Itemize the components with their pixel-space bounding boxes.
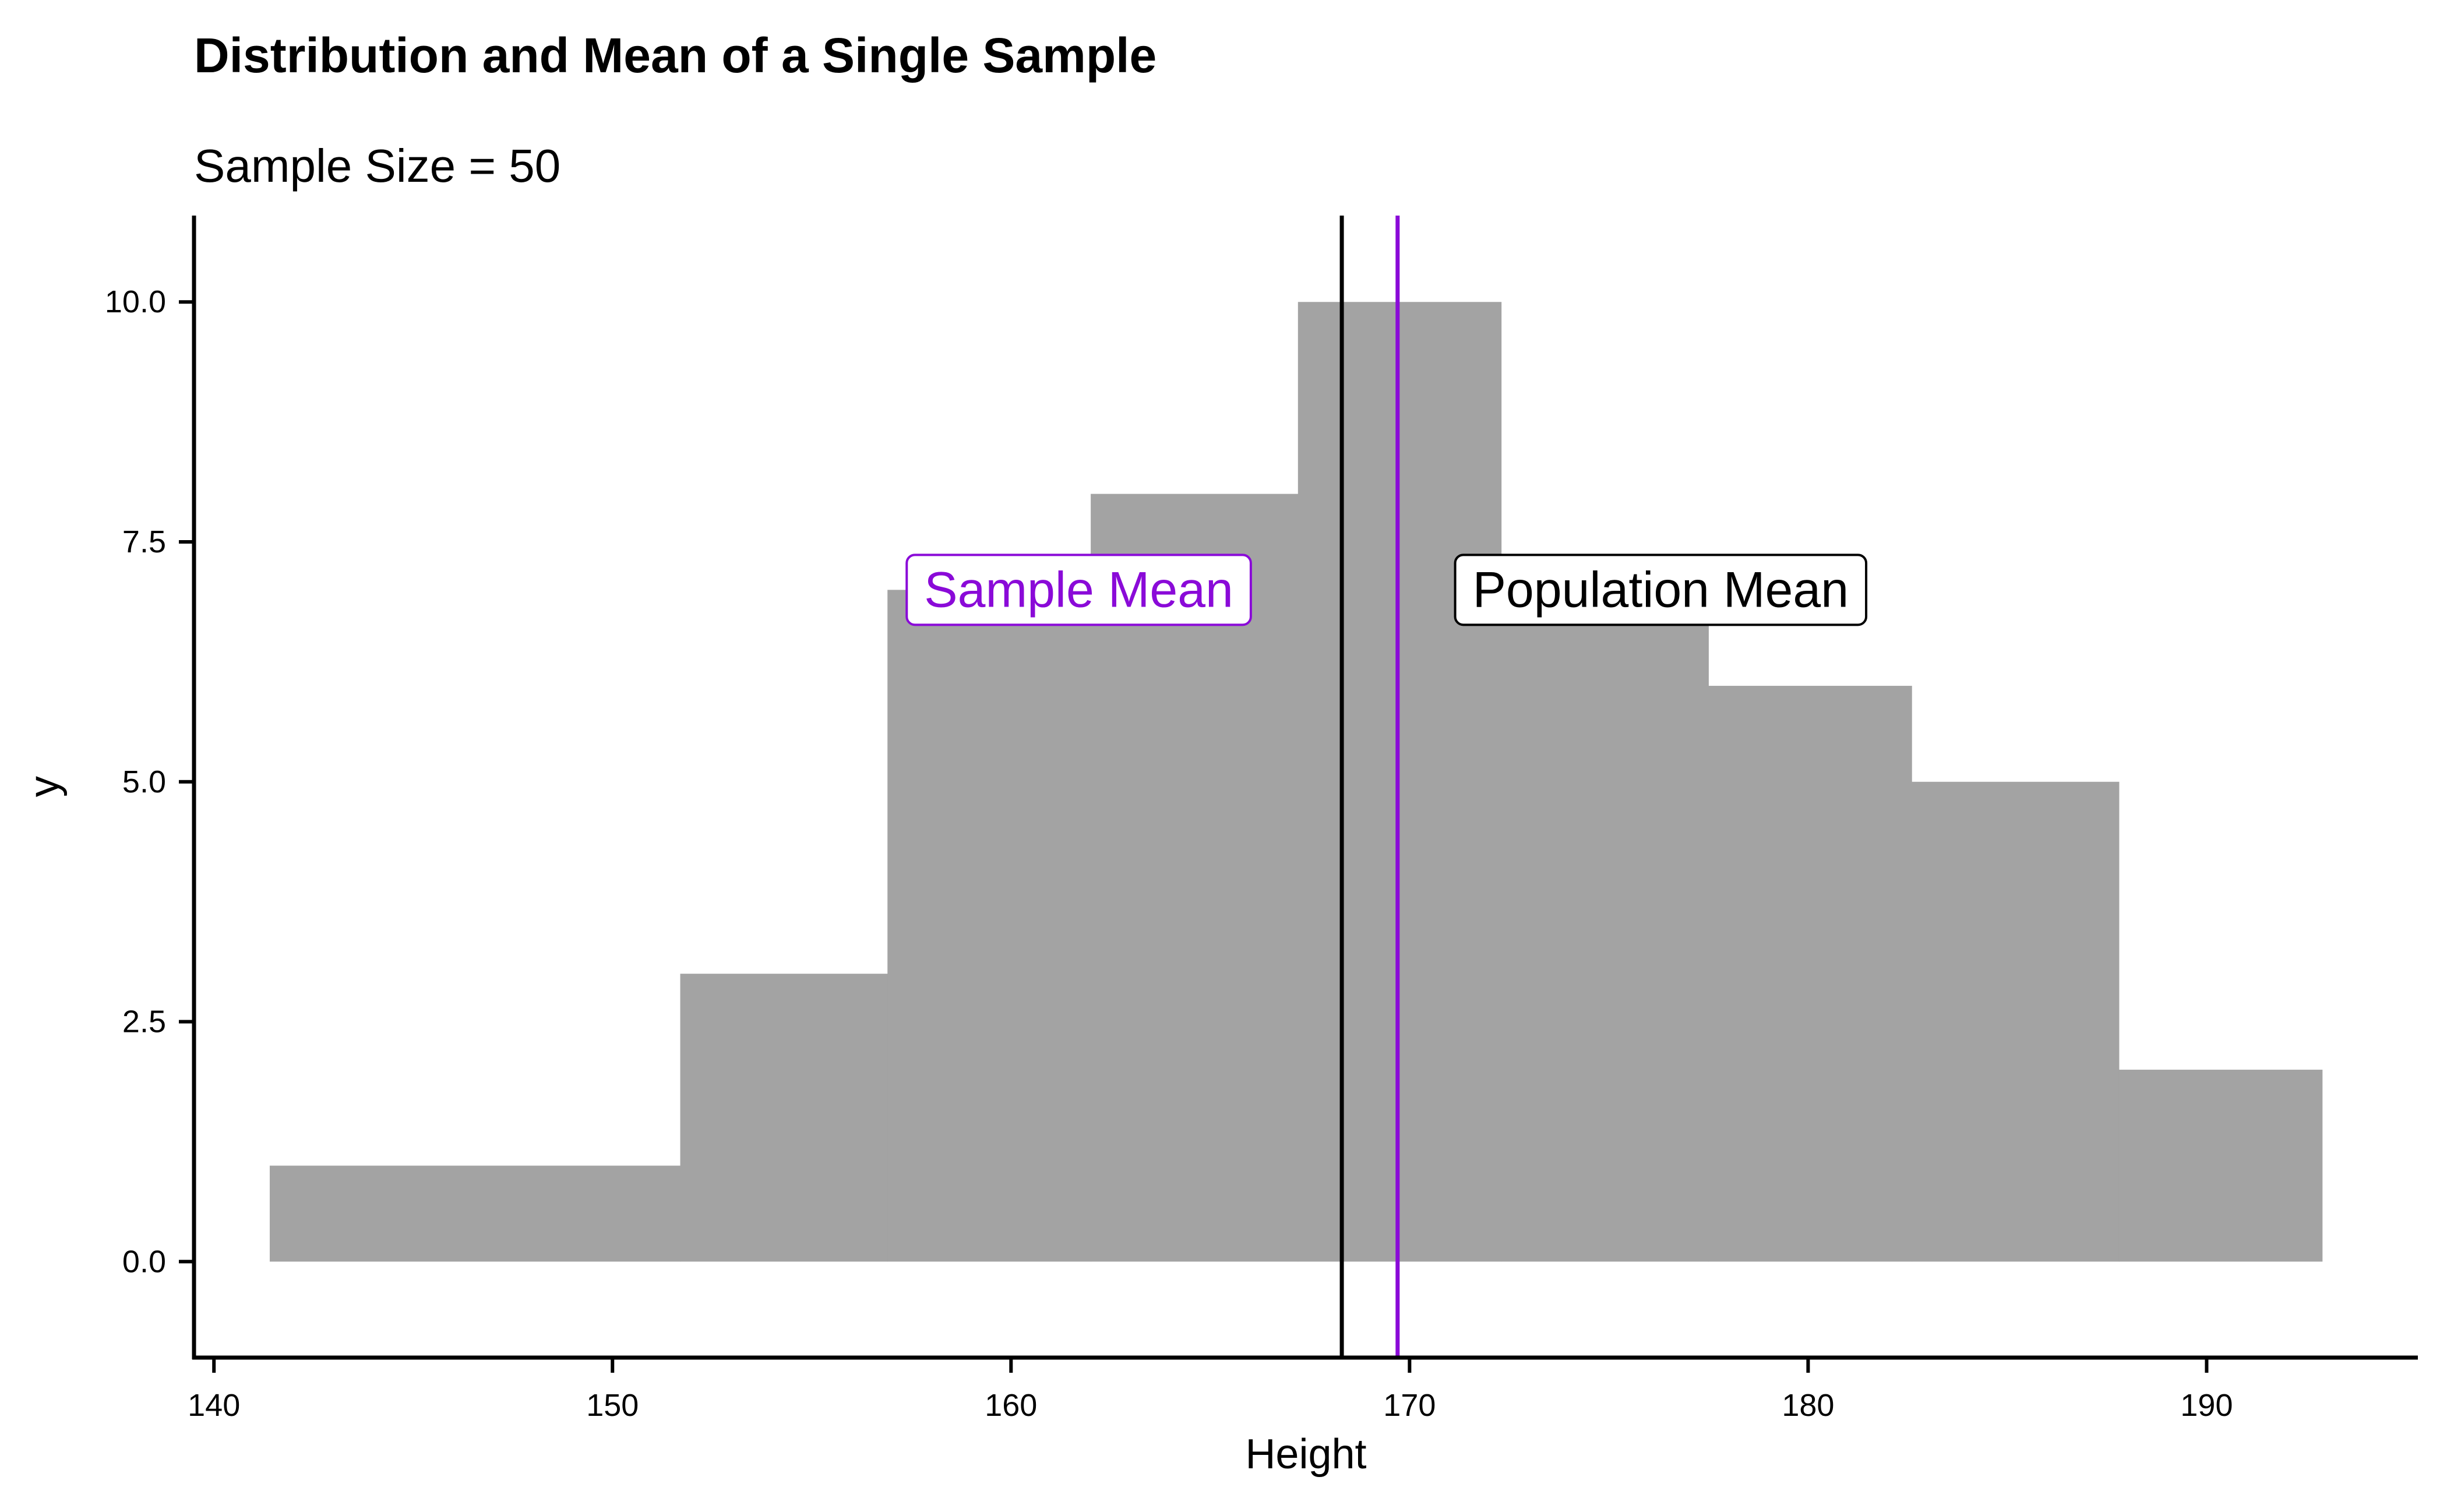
histogram-bar-7: [1708, 686, 1912, 1262]
histogram-bar-1: [269, 1165, 681, 1262]
histogram-bar-5: [1297, 302, 1502, 1262]
sample-mean-label-box: [905, 554, 1252, 626]
x-tick-label: 150: [586, 1388, 639, 1423]
annotations: Sample Mean Population Mean: [905, 554, 1868, 626]
histogram-bars: [269, 302, 2323, 1262]
x-tick-label: 170: [1383, 1388, 1436, 1423]
y-tick-label: 5.0: [122, 764, 166, 799]
histogram-bar-6: [1501, 590, 1709, 1262]
histogram-bar-9: [2118, 1069, 2323, 1262]
reference-lines: [1339, 216, 1400, 1358]
y-tick-label: 10.0: [105, 284, 166, 319]
y-tick-label: 7.5: [122, 524, 166, 559]
histogram-bar-8: [1912, 781, 2120, 1262]
population-mean-label-box: [1454, 554, 1868, 626]
y-axis-title: y: [21, 776, 68, 797]
sample-mean-label-text: Sample Mean: [924, 562, 1233, 618]
x-axis-ticks: 140 150 160 170 180 190: [188, 1358, 2233, 1423]
sample-mean-label: Sample Mean: [905, 554, 1252, 626]
population-mean-label-text: Population Mean: [1473, 562, 1849, 618]
y-axis-ticks: 0.0 2.5 5.0 7.5 10.0: [105, 284, 194, 1279]
histogram-bar-3: [887, 590, 1091, 1262]
x-axis-title: Height: [1245, 1431, 1366, 1478]
y-tick-label: 0.0: [122, 1244, 166, 1279]
y-tick-label: 2.5: [122, 1005, 166, 1039]
x-tick-label: 160: [985, 1388, 1037, 1423]
x-tick-label: 180: [1782, 1388, 1834, 1423]
x-tick-label: 190: [2180, 1388, 2233, 1423]
x-tick-label: 140: [188, 1388, 240, 1423]
histogram-bar-2: [680, 974, 888, 1262]
population-mean-label: Population Mean: [1454, 554, 1868, 626]
chart-title: Distribution and Mean of a Single Sample: [194, 28, 1156, 83]
chart-subtitle: Sample Size = 50: [194, 140, 560, 192]
